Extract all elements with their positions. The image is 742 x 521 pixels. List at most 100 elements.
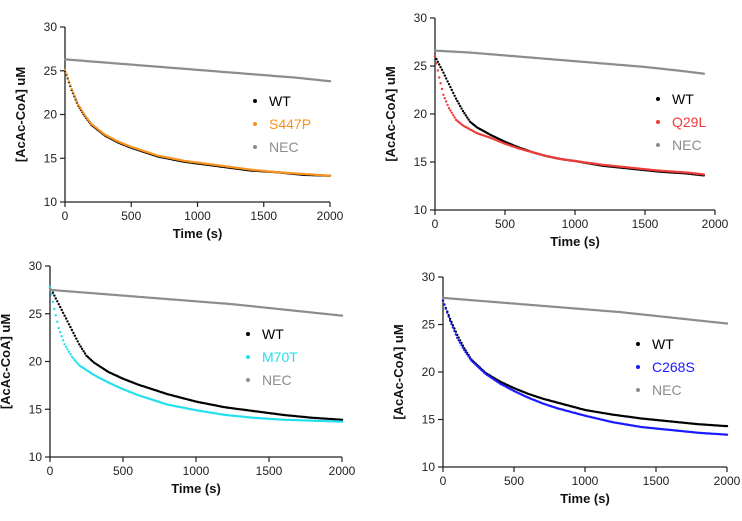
data-point xyxy=(443,97,446,100)
data-point xyxy=(449,109,452,112)
data-point xyxy=(87,119,91,122)
data-point xyxy=(725,424,729,428)
data-point xyxy=(75,100,79,103)
data-point xyxy=(465,353,469,356)
legend-label: NEC xyxy=(672,137,702,153)
legend-marker xyxy=(253,99,257,103)
series-c268s xyxy=(441,299,729,436)
data-point xyxy=(466,116,469,119)
data-point xyxy=(67,80,71,83)
x-tick-label: 500 xyxy=(121,209,141,223)
legend-marker xyxy=(656,97,660,101)
data-point xyxy=(440,68,444,72)
series-wt xyxy=(48,285,344,421)
data-point xyxy=(78,343,81,346)
data-point xyxy=(76,340,79,343)
x-tick-label: 500 xyxy=(504,474,524,488)
data-point xyxy=(451,326,455,329)
legend-label: M70T xyxy=(262,349,298,365)
data-point xyxy=(51,291,55,294)
data-point xyxy=(70,328,74,332)
data-point xyxy=(702,72,705,75)
data-point xyxy=(435,62,438,65)
data-point xyxy=(64,345,68,348)
data-point xyxy=(457,339,460,342)
data-point xyxy=(79,107,83,111)
y-tick-label: 15 xyxy=(414,155,428,169)
legend-label: WT xyxy=(262,326,284,342)
data-point xyxy=(445,100,448,103)
data-point xyxy=(442,71,445,74)
data-point xyxy=(86,117,89,121)
data-point xyxy=(467,355,470,358)
y-tick-label: 30 xyxy=(414,11,428,25)
y-tick-label: 10 xyxy=(422,460,436,474)
data-point xyxy=(328,80,332,83)
y-tick-label: 25 xyxy=(44,64,58,78)
data-point xyxy=(72,357,75,360)
y-tick-label: 20 xyxy=(44,108,58,122)
data-point xyxy=(60,308,63,312)
data-point xyxy=(458,341,462,344)
chart-panel-1: 10 15 20 25 30 0 500 1000 1500 2000 Time (s) [AcAc-… xyxy=(13,20,344,241)
legend-marker xyxy=(253,122,257,126)
data-point xyxy=(71,91,75,94)
data-point xyxy=(73,94,76,97)
y-tick-label: 25 xyxy=(414,59,428,73)
chart-panel-4: 10 15 20 25 30 0 500 1000 1500 2000 Time (s) [AcAc-… xyxy=(391,270,741,506)
y-tick-label: 20 xyxy=(29,355,43,369)
data-point xyxy=(468,357,472,360)
data-point xyxy=(438,76,441,79)
data-point xyxy=(446,80,449,83)
data-point xyxy=(445,77,448,80)
data-point xyxy=(59,305,62,309)
data-point xyxy=(439,66,442,69)
data-point xyxy=(88,357,91,360)
data-point xyxy=(461,109,465,113)
chart-panel-2: 10 15 20 25 30 0 500 1000 1500 2000 Time (s) [AcAc-… xyxy=(383,11,729,249)
data-point xyxy=(63,68,67,72)
data-point xyxy=(79,345,82,348)
x-tick-label: 1500 xyxy=(250,209,277,223)
data-point xyxy=(65,72,68,75)
chart-panel-3: 10 15 20 25 30 0 500 1000 1500 2000 Time (s) [AcAc-… xyxy=(0,259,356,496)
y-tick-label: 30 xyxy=(29,259,43,273)
data-point xyxy=(449,85,452,89)
data-point xyxy=(460,344,463,347)
data-point xyxy=(436,60,439,63)
legend-marker xyxy=(253,145,257,149)
data-point xyxy=(450,111,453,115)
x-tick-label: 1000 xyxy=(184,209,211,223)
data-point xyxy=(463,348,466,352)
x-tick-label: 1000 xyxy=(562,217,589,231)
data-point xyxy=(83,352,87,355)
y-tick-label: 10 xyxy=(44,195,58,209)
data-point xyxy=(61,311,65,314)
data-point xyxy=(81,110,84,113)
data-point xyxy=(72,331,75,335)
x-axis-title: Time (s) xyxy=(171,481,221,496)
data-point xyxy=(91,359,94,363)
x-tick-label: 2000 xyxy=(714,474,741,488)
series-wt xyxy=(433,55,705,177)
x-tick-label: 0 xyxy=(432,217,439,231)
x-tick-label: 1500 xyxy=(643,474,670,488)
legend-marker xyxy=(636,365,640,369)
data-point xyxy=(433,55,437,58)
data-point xyxy=(85,115,88,119)
legend-marker xyxy=(246,332,250,336)
data-point xyxy=(450,322,453,326)
data-point xyxy=(57,303,60,306)
data-point xyxy=(447,315,450,318)
y-tick-label: 25 xyxy=(29,307,43,321)
data-point xyxy=(447,107,451,110)
y-tick-label: 30 xyxy=(422,270,436,284)
legend-label: WT xyxy=(269,93,291,109)
y-tick-label: 25 xyxy=(422,318,436,332)
data-point xyxy=(725,433,729,436)
data-point xyxy=(440,87,444,91)
x-tick-label: 2000 xyxy=(329,464,356,478)
legend-label: NEC xyxy=(652,382,682,398)
y-tick-label: 15 xyxy=(44,151,58,165)
data-point xyxy=(443,74,446,77)
